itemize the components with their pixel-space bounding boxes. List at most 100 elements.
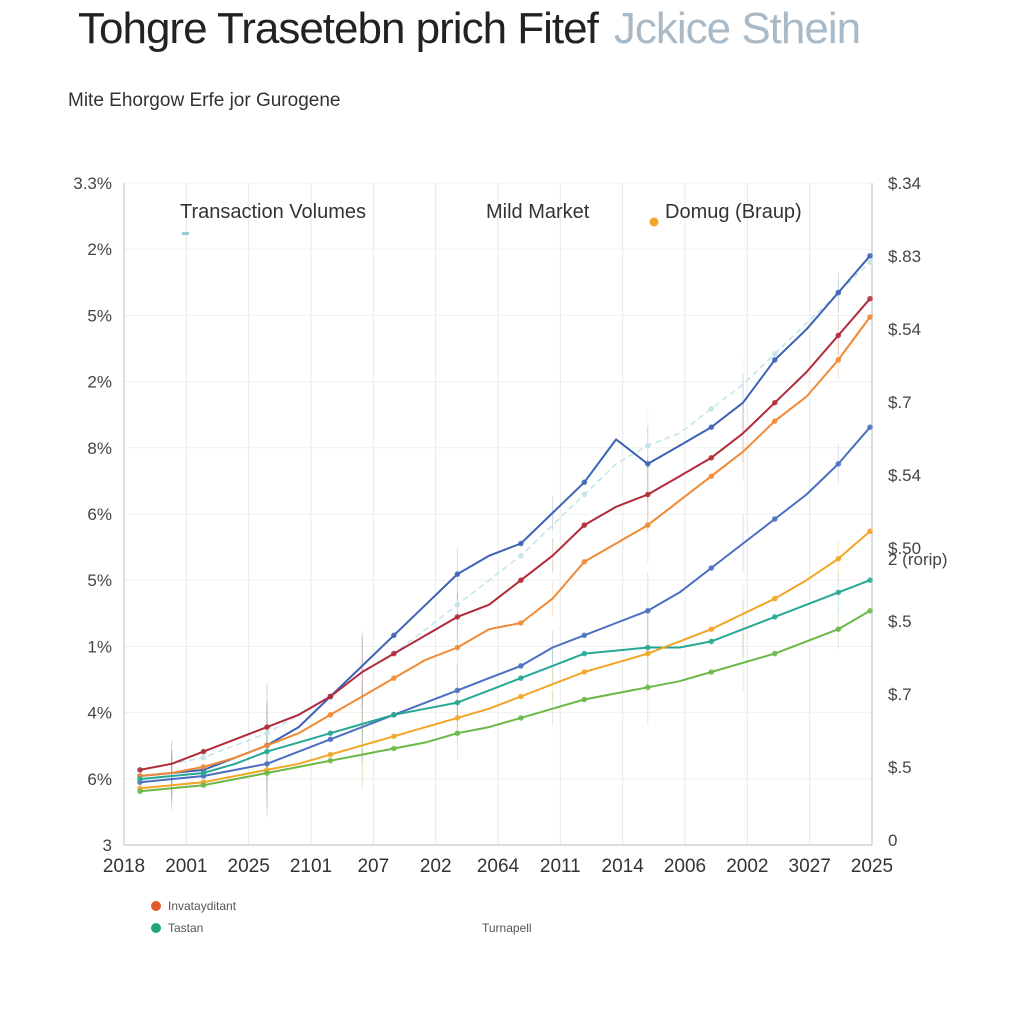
data-point xyxy=(835,589,842,596)
left-axis-tick-label: 2% xyxy=(87,373,112,392)
data-point xyxy=(772,399,778,406)
data-point xyxy=(645,684,651,691)
data-point xyxy=(518,552,524,559)
data-point xyxy=(391,745,397,752)
data-point xyxy=(867,528,873,534)
data-point xyxy=(327,693,334,700)
data-point xyxy=(581,522,588,528)
legend-top-marker xyxy=(649,217,659,227)
series-line-green xyxy=(139,609,871,793)
series-lines xyxy=(137,253,873,795)
data-point xyxy=(454,644,461,651)
data-point xyxy=(835,556,842,562)
x-axis-tick-label: 202 xyxy=(420,856,452,877)
data-point xyxy=(264,770,270,776)
x-axis-tick-label: 2006 xyxy=(664,856,706,877)
data-point xyxy=(327,730,334,736)
data-point xyxy=(137,788,143,795)
data-point xyxy=(581,669,588,675)
data-point xyxy=(867,314,873,320)
data-point xyxy=(391,712,397,718)
data-point xyxy=(264,761,270,767)
x-axis-tick-label: 2025 xyxy=(228,856,270,877)
x-axis-tick-label: 3027 xyxy=(789,856,831,877)
right-axis-tick-label: $.5 xyxy=(888,758,912,777)
x-axis-tick-label: 207 xyxy=(357,856,389,877)
legend-bottom-marker xyxy=(151,923,161,933)
data-point xyxy=(518,620,524,626)
legend-bottom-note: Turnapell xyxy=(482,921,532,935)
data-point xyxy=(327,757,334,764)
data-point xyxy=(264,748,270,755)
data-point xyxy=(264,742,270,749)
data-point xyxy=(835,626,842,632)
data-point xyxy=(581,632,588,639)
right-axis-tick-label: 0 xyxy=(888,831,897,850)
data-point xyxy=(867,295,873,302)
data-point xyxy=(708,473,715,480)
right-axis-tick-label: $.5 xyxy=(888,612,912,631)
data-point xyxy=(200,770,207,776)
legend-bottom: Invatayditant Tastan Turnapell xyxy=(151,899,532,935)
data-point xyxy=(867,253,873,259)
data-point xyxy=(835,357,842,363)
legend-top-label: Mild Market xyxy=(486,201,590,223)
data-point xyxy=(454,715,461,721)
data-point xyxy=(137,776,143,782)
right-axis-tick-label: $.83 xyxy=(888,247,921,266)
data-point xyxy=(454,571,461,577)
data-point xyxy=(264,730,270,736)
data-point xyxy=(645,522,651,528)
left-axis-tick-label: 4% xyxy=(87,704,112,723)
data-point xyxy=(772,351,778,357)
x-axis-tick-label: 2018 xyxy=(103,856,145,877)
legend-top: Transaction Volumes Mild Market Domug (Bra… xyxy=(180,201,802,235)
data-point xyxy=(772,614,778,620)
data-point xyxy=(454,730,461,736)
data-point xyxy=(708,565,715,571)
data-point xyxy=(772,650,778,657)
data-point xyxy=(454,687,461,694)
data-point xyxy=(391,733,397,740)
x-axis-tick-label: 2002 xyxy=(726,856,768,877)
left-axis-tick-label: 6% xyxy=(87,505,112,524)
data-point xyxy=(645,650,651,657)
data-point xyxy=(772,595,778,602)
data-point xyxy=(327,751,334,758)
data-point xyxy=(327,736,334,743)
data-point xyxy=(200,782,207,788)
axes xyxy=(123,183,873,846)
data-point xyxy=(867,577,873,583)
data-point xyxy=(454,699,461,706)
x-axis-tick-label: 2064 xyxy=(477,856,520,877)
data-point xyxy=(772,516,778,522)
series-line-orange xyxy=(139,316,871,777)
right-axis-note: 2 (rorip) xyxy=(888,550,948,569)
data-point xyxy=(581,479,588,486)
right-axis-tick-label: $.7 xyxy=(888,685,912,704)
data-point xyxy=(867,424,873,431)
x-axis-tick-label: 2011 xyxy=(540,856,581,877)
data-point xyxy=(645,491,651,498)
chart-title: Tohgre Trasetebn prich Fitef Jckice Sthei… xyxy=(78,4,861,53)
legend-top-swatch xyxy=(182,232,189,235)
data-point xyxy=(327,712,334,718)
x-axis-tick-label: 2014 xyxy=(602,856,645,877)
data-point xyxy=(645,644,651,651)
data-point xyxy=(518,693,524,700)
right-axis-tick-label: $.7 xyxy=(888,393,912,412)
data-point xyxy=(391,632,397,639)
data-point xyxy=(581,650,588,657)
data-point xyxy=(264,724,270,730)
legend-bottom-marker xyxy=(151,901,161,911)
data-point xyxy=(391,675,397,681)
right-axis-ticks: $.34$.83$.54$.7$.54$.50$.5$.7$.502 (rori… xyxy=(888,174,948,850)
data-point xyxy=(835,461,842,467)
left-axis-tick-label: 3.3% xyxy=(73,174,112,193)
x-axis-tick-label: 2001 xyxy=(165,856,207,877)
scatter-dots xyxy=(171,272,839,817)
data-point xyxy=(835,332,842,339)
data-point xyxy=(518,675,524,681)
series-line-light-teal xyxy=(139,261,871,771)
